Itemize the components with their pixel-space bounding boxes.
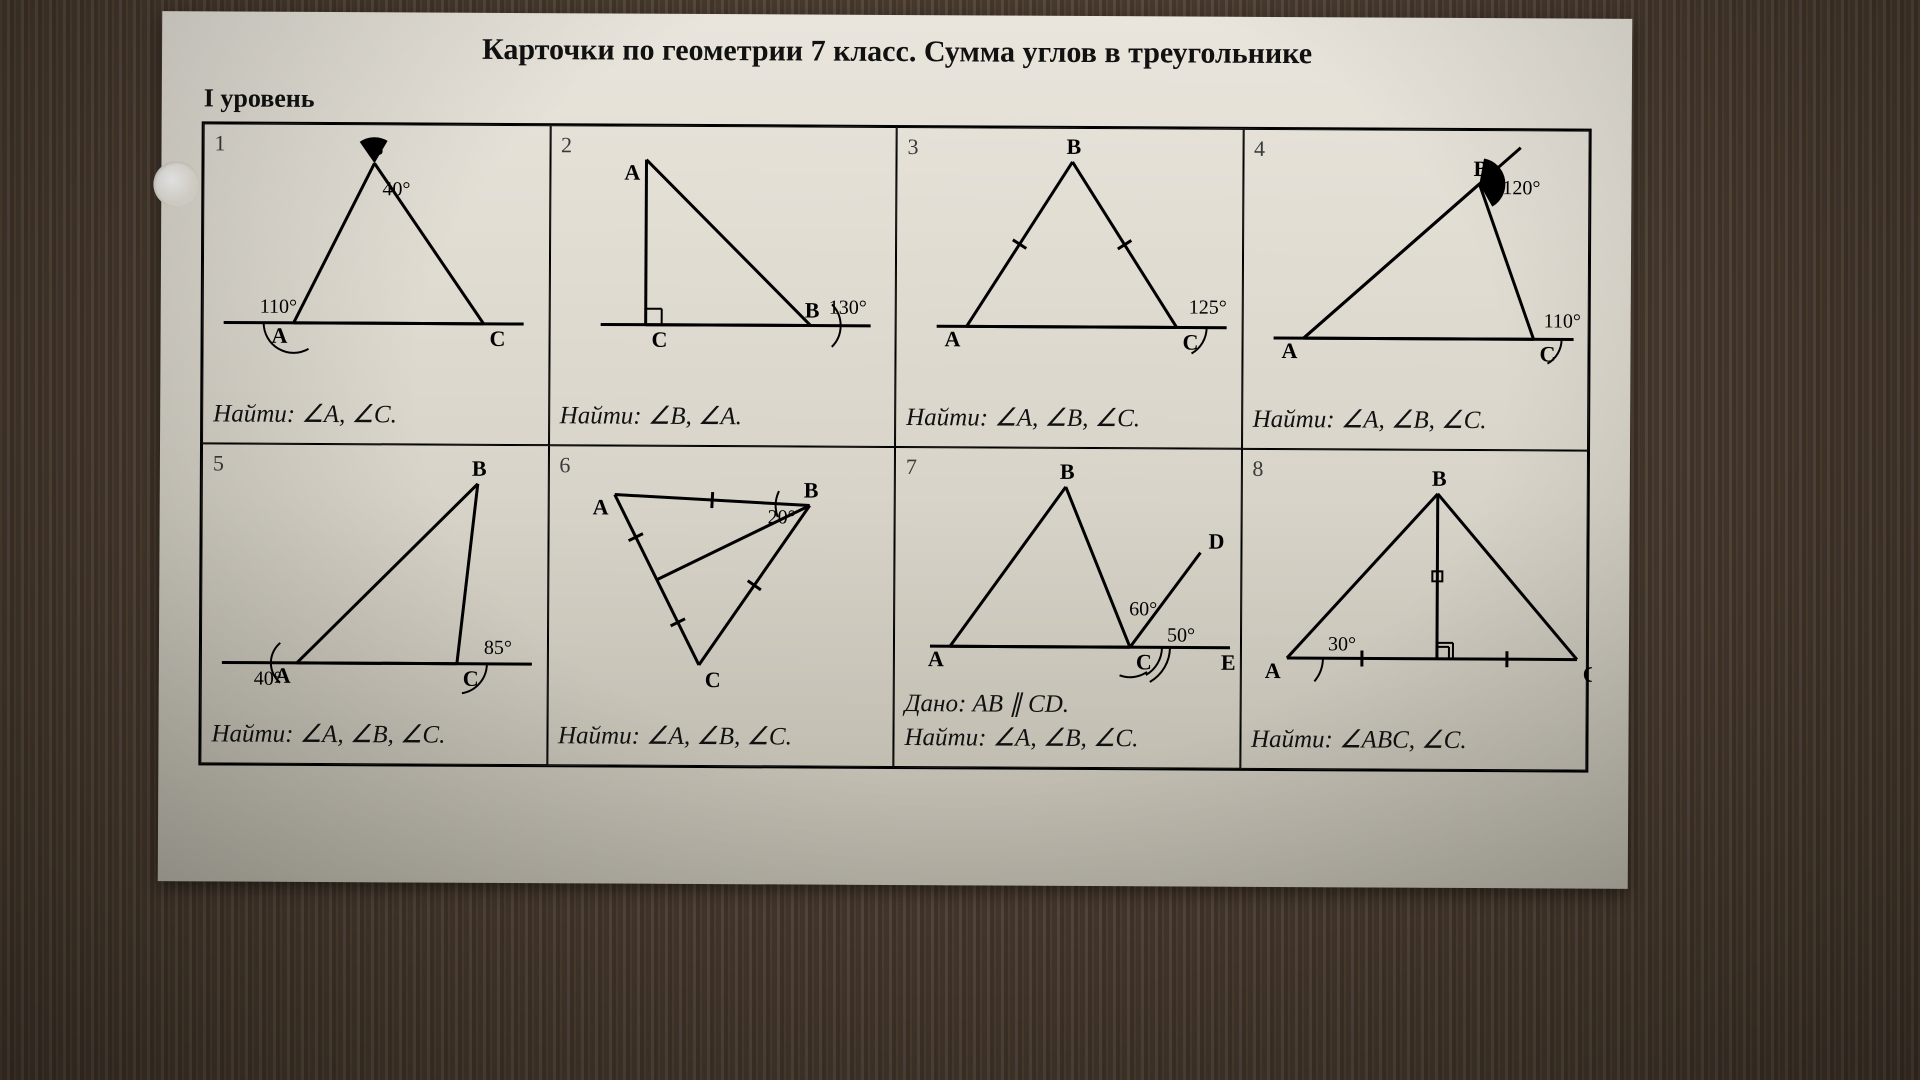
find-prompt: Найти: ∠ABC, ∠C. bbox=[1251, 724, 1467, 755]
find-prompt: Найти: ∠A, ∠B, ∠C. bbox=[904, 722, 1138, 753]
triangle-figure: A B C 120° 110° bbox=[1243, 138, 1594, 385]
svg-text:50°: 50° bbox=[1167, 624, 1195, 646]
problem-cell: 8ABC30°Найти: ∠ABC, ∠C. bbox=[1240, 449, 1588, 771]
problem-cell: 7ABCDE60°50°Дано: AB ∥ CD.Найти: ∠A, ∠B,… bbox=[893, 447, 1241, 769]
triangle-figure: A B C 130° bbox=[550, 134, 901, 381]
find-prompt: Найти: ∠A, ∠B, ∠C. bbox=[211, 718, 445, 749]
svg-text:D: D bbox=[1208, 529, 1224, 554]
find-prompt: Найти: ∠A, ∠C. bbox=[213, 398, 397, 429]
triangle-figure: A B C 125° bbox=[896, 136, 1247, 383]
svg-text:B: B bbox=[472, 456, 487, 481]
svg-text:B: B bbox=[1431, 466, 1446, 491]
svg-text:C: C bbox=[463, 666, 479, 691]
svg-text:B: B bbox=[803, 478, 818, 503]
triangle-figure: A B C D E 60° 50° bbox=[895, 456, 1246, 703]
level-heading: I уровень bbox=[204, 83, 1592, 120]
svg-text:A: A bbox=[1281, 338, 1297, 363]
triangle-figure: A B C 20° bbox=[548, 454, 899, 701]
svg-text:C: C bbox=[490, 326, 506, 351]
svg-text:A: A bbox=[272, 323, 288, 348]
svg-text:20°: 20° bbox=[767, 506, 795, 528]
find-prompt: Найти: ∠A, ∠B, ∠C. bbox=[1253, 404, 1487, 435]
svg-text:C: C bbox=[651, 327, 667, 352]
find-prompt: Найти: ∠B, ∠A. bbox=[560, 400, 742, 431]
svg-text:A: A bbox=[945, 326, 961, 351]
svg-text:110°: 110° bbox=[1543, 310, 1580, 332]
svg-text:40°: 40° bbox=[382, 178, 410, 200]
given-text: Дано: AB ∥ CD. bbox=[905, 688, 1070, 719]
punch-hole bbox=[153, 161, 199, 207]
svg-text:C: C bbox=[1136, 649, 1152, 674]
problem-grid: 1ABC40°110°Найти: ∠A, ∠C.2ABC130°Найти: … bbox=[198, 121, 1591, 772]
svg-text:A: A bbox=[592, 494, 608, 519]
triangle-figure: A B C 40° 110° bbox=[203, 132, 554, 379]
svg-text:B: B bbox=[1067, 136, 1082, 159]
page-title: Карточки по геометрии 7 класс. Сумма угл… bbox=[202, 31, 1592, 72]
svg-text:130°: 130° bbox=[828, 297, 866, 319]
svg-text:B: B bbox=[369, 135, 384, 160]
svg-text:A: A bbox=[928, 646, 944, 671]
worksheet-paper: Карточки по геометрии 7 класс. Сумма угл… bbox=[158, 11, 1633, 889]
problem-cell: 5ABC40°85°Найти: ∠A, ∠B, ∠C. bbox=[200, 443, 548, 765]
triangle-figure: A B C 30° bbox=[1241, 458, 1592, 705]
svg-text:C: C bbox=[704, 667, 720, 692]
svg-text:40°: 40° bbox=[254, 668, 282, 690]
svg-text:85°: 85° bbox=[484, 637, 512, 659]
svg-text:C: C bbox=[1183, 330, 1199, 355]
find-prompt: Найти: ∠A, ∠B, ∠C. bbox=[558, 720, 792, 751]
problem-cell: 2ABC130°Найти: ∠B, ∠A. bbox=[549, 125, 897, 447]
svg-text:C: C bbox=[1582, 662, 1592, 687]
svg-text:A: A bbox=[1264, 658, 1280, 683]
find-prompt: Найти: ∠A, ∠B, ∠C. bbox=[906, 402, 1140, 433]
svg-text:110°: 110° bbox=[260, 296, 297, 318]
svg-text:30°: 30° bbox=[1327, 633, 1355, 655]
triangle-figure: ABC40°85° bbox=[202, 452, 553, 699]
svg-text:B: B bbox=[1473, 156, 1488, 181]
svg-text:125°: 125° bbox=[1189, 297, 1227, 319]
problem-cell: 3ABC125°Найти: ∠A, ∠B, ∠C. bbox=[895, 127, 1243, 449]
svg-text:C: C bbox=[1539, 341, 1555, 366]
svg-text:B: B bbox=[1060, 459, 1075, 484]
problem-cell: 4ABC120°110°Найти: ∠A, ∠B, ∠C. bbox=[1242, 129, 1590, 451]
svg-text:E: E bbox=[1221, 650, 1236, 675]
problem-cell: 6ABC20°Найти: ∠A, ∠B, ∠C. bbox=[547, 445, 895, 767]
svg-text:60°: 60° bbox=[1129, 598, 1157, 620]
svg-text:A: A bbox=[624, 160, 640, 185]
svg-text:120°: 120° bbox=[1502, 177, 1540, 199]
svg-text:B: B bbox=[804, 298, 819, 323]
problem-cell: 1ABC40°110°Найти: ∠A, ∠C. bbox=[202, 123, 550, 445]
